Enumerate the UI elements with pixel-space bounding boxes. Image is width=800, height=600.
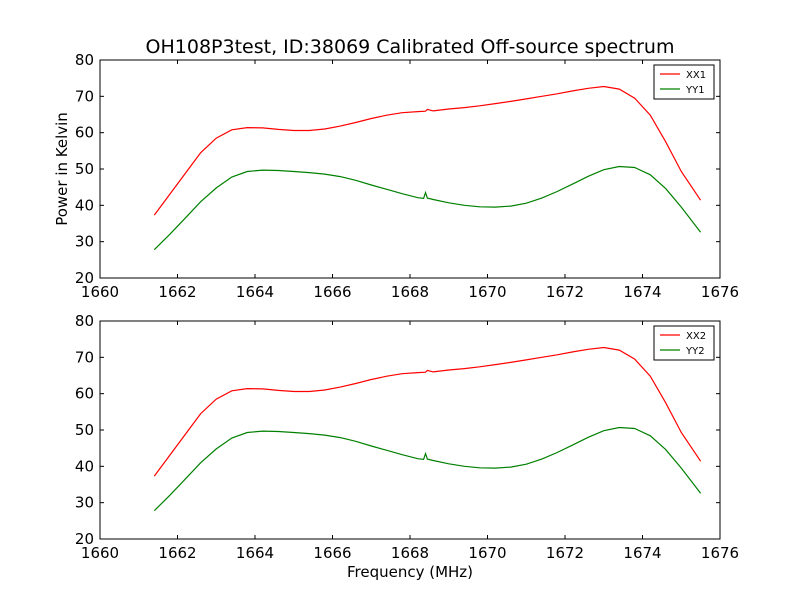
- y-tick-label: 20: [75, 530, 94, 548]
- x-tick-label: 1672: [546, 283, 584, 301]
- y-tick-label: 80: [75, 312, 94, 330]
- figure-title: OH108P3test, ID:38069 Calibrated Off-sou…: [146, 36, 675, 58]
- y-tick-label: 60: [75, 385, 94, 403]
- x-tick-label: 1668: [391, 544, 429, 562]
- x-tick-label: 1676: [701, 283, 739, 301]
- y-tick-label: 50: [75, 160, 94, 178]
- x-tick-label: 1674: [623, 283, 661, 301]
- series-line-yy2: [153, 426, 702, 512]
- x-tick-label: 1664: [236, 283, 274, 301]
- x-tick-label: 1666: [313, 544, 351, 562]
- series-line-yy1: [153, 165, 702, 251]
- x-tick-label: 1674: [623, 544, 661, 562]
- y-tick-label: 70: [75, 87, 94, 105]
- x-tick-label: 1664: [236, 544, 274, 562]
- y-tick-label: 60: [75, 124, 94, 142]
- legend-label-xx1: XX1: [686, 70, 706, 81]
- legend-label-xx2: XX2: [686, 331, 706, 342]
- y-tick-label: 30: [75, 233, 94, 251]
- x-tick-label: 1662: [158, 283, 196, 301]
- x-tick-label: 1662: [158, 544, 196, 562]
- y-tick-label: 80: [75, 51, 94, 69]
- legend-label-yy1: YY1: [685, 85, 705, 96]
- series-line-xx2: [153, 346, 702, 477]
- x-tick-label: 1670: [468, 544, 506, 562]
- x-tick-label: 1660: [81, 283, 119, 301]
- y-tick-label: 20: [75, 269, 94, 287]
- x-tick-label: 1676: [701, 544, 739, 562]
- bottom-plot-panel: 1660 1662 1664 1666 1668 1670 1672 1674 1676 20 30…: [75, 312, 739, 562]
- y-tick-label: 40: [75, 457, 94, 475]
- y-tick-label: 50: [75, 421, 94, 439]
- y-axis-label: Power in Kelvin: [53, 112, 71, 226]
- legend-label-yy2: YY2: [685, 346, 705, 357]
- x-tick-label: 1660: [81, 544, 119, 562]
- legend-box: [653, 325, 715, 361]
- series-line-xx1: [153, 85, 702, 216]
- x-tick-label: 1666: [313, 283, 351, 301]
- x-tick-label: 1672: [546, 544, 584, 562]
- y-tick-label: 30: [75, 494, 94, 512]
- y-tick-label: 70: [75, 348, 94, 366]
- y-tick-label: 40: [75, 196, 94, 214]
- legend-box: [653, 64, 715, 100]
- figure-xlabel: Frequency (MHz): [347, 563, 473, 581]
- x-tick-label: 1668: [391, 283, 429, 301]
- x-tick-label: 1670: [468, 283, 506, 301]
- top-plot-panel: 1660 1662 1664 1666 1668 1670 1672 1674 1676 20 30…: [53, 51, 739, 301]
